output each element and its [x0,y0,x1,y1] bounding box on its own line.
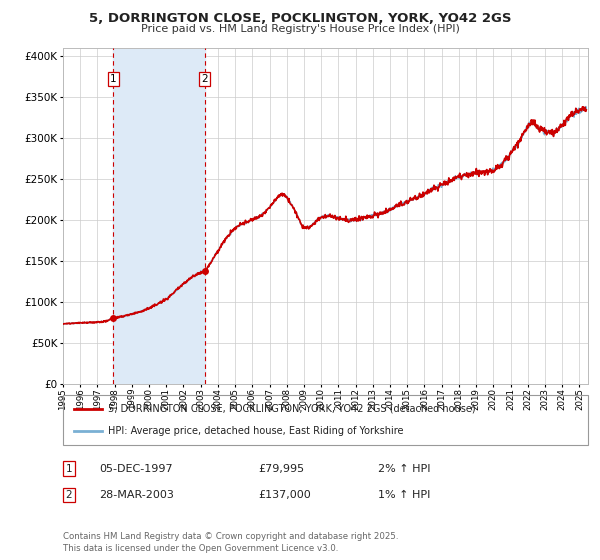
Text: Contains HM Land Registry data © Crown copyright and database right 2025.
This d: Contains HM Land Registry data © Crown c… [63,533,398,553]
5, DORRINGTON CLOSE, POCKLINGTON, YORK, YO42 2GS (detached house) [583,106,590,113]
Text: £79,995: £79,995 [258,464,304,474]
Text: 5, DORRINGTON CLOSE, POCKLINGTON, YORK, YO42 2GS: 5, DORRINGTON CLOSE, POCKLINGTON, YORK, … [89,12,511,25]
Text: 2% ↑ HPI: 2% ↑ HPI [378,464,431,474]
HPI: Average price, detached house, East Riding of Yorkshire: (2e+03, 7.27e+04): Average price, detached house, East Ridi… [62,321,70,328]
5, DORRINGTON CLOSE, POCKLINGTON, YORK, YO42 2GS (detached house) [345,218,352,225]
HPI: Average price, detached house, East Riding of Yorkshire: (2.01e+03, 2.02e+05): Average price, detached house, East Ridi… [335,214,342,221]
Text: 28-MAR-2003: 28-MAR-2003 [99,490,174,500]
5, DORRINGTON CLOSE, POCKLINGTON, YORK, YO42 2GS (detached house) [129,311,136,318]
Text: 5, DORRINGTON CLOSE, POCKLINGTON, YORK, YO42 2GS (detached house): 5, DORRINGTON CLOSE, POCKLINGTON, YORK, … [107,404,475,414]
Text: 05-DEC-1997: 05-DEC-1997 [99,464,173,474]
HPI: Average price, detached house, East Riding of Yorkshire: (2.01e+03, 2e+05): Average price, detached house, East Ridi… [346,216,353,223]
HPI: Average price, detached house, East Riding of Yorkshire: (2e+03, 8.49e+04): Average price, detached house, East Ridi… [129,311,136,318]
Bar [113,48,205,384]
HPI: Average price, detached house, East Riding of Yorkshire: (2.01e+03, 1.92e+05): Average price, detached house, East Ridi… [236,223,244,230]
5, DORRINGTON CLOSE, POCKLINGTON, YORK, YO42 2GS (detached house) [580,104,587,110]
HPI: Average price, detached house, East Riding of Yorkshire: (2.03e+03, 3.35e+05): Average price, detached house, East Ridi… [583,105,590,112]
Text: 2: 2 [65,490,73,500]
5, DORRINGTON CLOSE, POCKLINGTON, YORK, YO42 2GS (detached house) [334,214,341,221]
5, DORRINGTON CLOSE, POCKLINGTON, YORK, YO42 2GS (detached house) [59,321,67,328]
Text: 2: 2 [202,74,208,84]
Text: 1% ↑ HPI: 1% ↑ HPI [378,490,430,500]
5, DORRINGTON CLOSE, POCKLINGTON, YORK, YO42 2GS (detached house) [286,200,293,207]
Line: HPI: Average price, detached house, East Riding of Yorkshire: HPI: Average price, detached house, East… [63,106,586,324]
HPI: Average price, detached house, East Riding of Yorkshire: (2e+03, 9.28e+04): Average price, detached house, East Ridi… [148,304,155,311]
Text: HPI: Average price, detached house, East Riding of Yorkshire: HPI: Average price, detached house, East… [107,426,403,436]
Text: £137,000: £137,000 [258,490,311,500]
Line: 5, DORRINGTON CLOSE, POCKLINGTON, YORK, YO42 2GS (detached house): 5, DORRINGTON CLOSE, POCKLINGTON, YORK, … [63,107,586,324]
Text: 1: 1 [65,464,73,474]
HPI: Average price, detached house, East Riding of Yorkshire: (2.01e+03, 2.22e+05): Average price, detached house, East Ridi… [287,198,294,205]
Text: 1: 1 [110,74,116,84]
Text: Price paid vs. HM Land Registry's House Price Index (HPI): Price paid vs. HM Land Registry's House … [140,24,460,34]
HPI: Average price, detached house, East Riding of Yorkshire: (2.03e+03, 3.38e+05): Average price, detached house, East Ridi… [582,103,589,110]
5, DORRINGTON CLOSE, POCKLINGTON, YORK, YO42 2GS (detached house) [236,222,243,229]
HPI: Average price, detached house, East Riding of Yorkshire: (2e+03, 7.34e+04): Average price, detached house, East Ridi… [59,320,67,327]
5, DORRINGTON CLOSE, POCKLINGTON, YORK, YO42 2GS (detached house) [148,305,155,311]
